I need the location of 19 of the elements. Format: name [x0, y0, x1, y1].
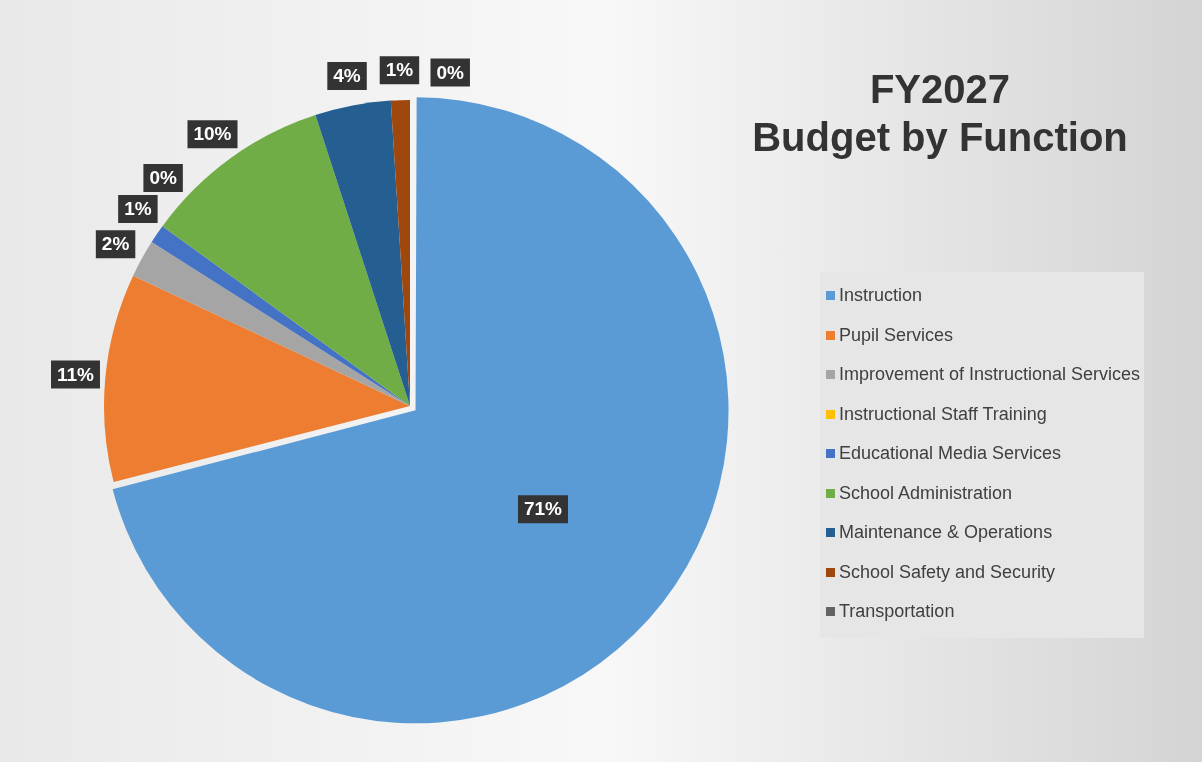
legend-label: Transportation [839, 601, 955, 623]
legend-label: Educational Media Services [839, 443, 1062, 465]
legend-label: Instruction [839, 285, 923, 307]
legend-label: Instructional Staff Training [839, 403, 1047, 425]
data-label: 1% [124, 198, 152, 220]
data-label: 1% [385, 59, 414, 81]
data-label: 10% [193, 123, 232, 145]
legend-label: School Safety and Security [839, 561, 1056, 583]
text: 0% [149, 167, 177, 189]
legend-label: Improvement of Instructional Services [839, 364, 1141, 386]
text: FY2027 Budget by Function [751, 66, 1129, 161]
data-label: 11% [57, 363, 95, 385]
legend-label: Maintenance & Operations [839, 522, 1053, 544]
data-label: 2% [101, 233, 130, 255]
text: 0% [436, 61, 464, 83]
data-label: 71% [523, 498, 563, 520]
legend-label: School Administration [839, 482, 1013, 504]
data-label: 4% [333, 65, 361, 87]
legend-label: Pupil Services [839, 324, 954, 346]
